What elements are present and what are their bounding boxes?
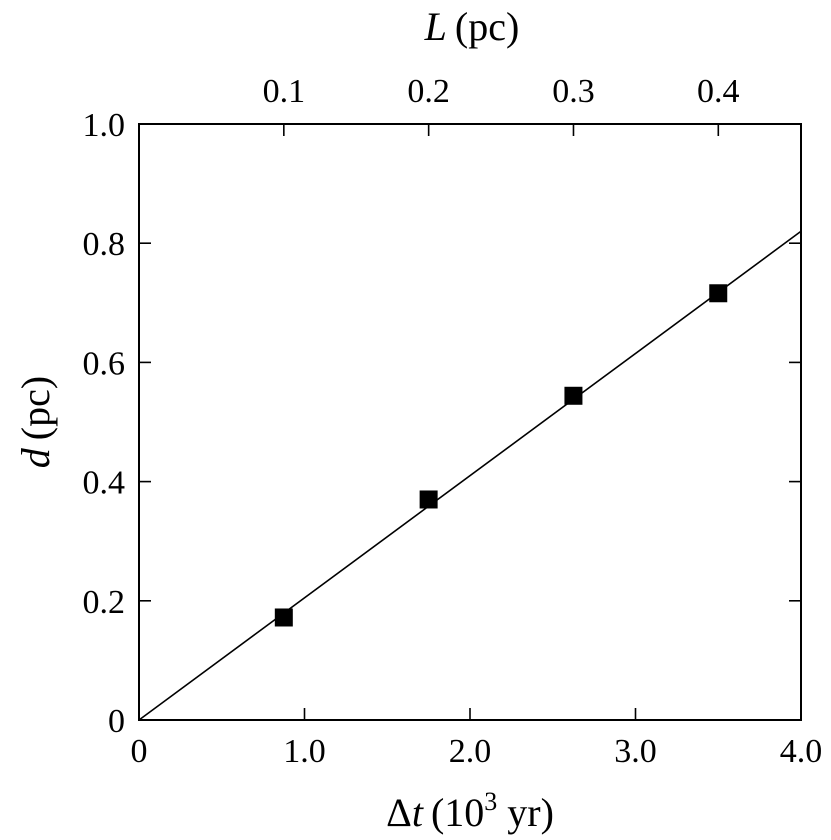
x-axis-title: Δt (103 yr) xyxy=(386,787,554,835)
data-point xyxy=(419,490,438,509)
data-point xyxy=(274,608,293,627)
plot-frame xyxy=(138,123,802,721)
x-tick-label: 2.0 xyxy=(449,733,492,770)
x-tick-label: 0 xyxy=(131,733,148,770)
x-tick-label: 4.0 xyxy=(780,733,823,770)
x2-tick-label: 0.4 xyxy=(697,73,740,110)
x2-tick-label: 0.2 xyxy=(407,73,450,110)
top-axis-title: L (pc) xyxy=(424,4,520,49)
x2-tick-label: 0.1 xyxy=(263,73,306,110)
x2-tick-label: 0.3 xyxy=(552,73,595,110)
y-tick-label: 0.8 xyxy=(83,226,126,263)
y-tick-label: 0 xyxy=(108,703,125,740)
y-axis-title: d(pc) xyxy=(13,376,58,468)
x-tick-label: 3.0 xyxy=(614,733,657,770)
markers xyxy=(274,284,728,627)
fit-line xyxy=(138,230,802,721)
y-tick-label: 0.2 xyxy=(83,584,126,621)
y-tick-label: 1.0 xyxy=(83,107,126,144)
data-point xyxy=(564,386,583,405)
data-point xyxy=(709,284,728,303)
x-tick-label: 1.0 xyxy=(283,733,326,770)
y-tick-label: 0.6 xyxy=(83,345,126,382)
y-tick-label: 0.4 xyxy=(83,465,126,502)
tick-labels: 0 1.0 2.0 3.0 4.0 0 0.2 0.4 0.6 0.8 1.0 0.1 0.2 0.3 0.… xyxy=(83,73,823,770)
ticks xyxy=(138,123,802,721)
